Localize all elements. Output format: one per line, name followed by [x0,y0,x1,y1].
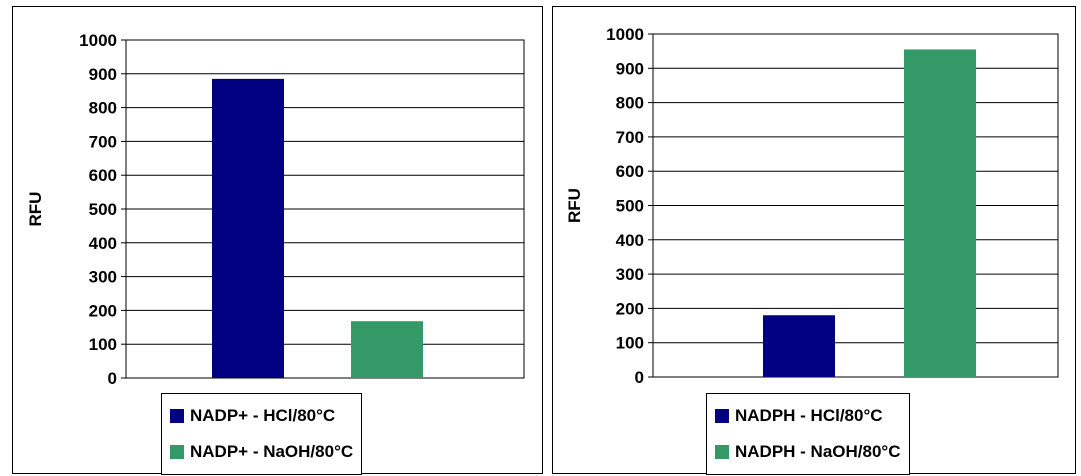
plot-area [125,39,525,379]
bar [212,78,284,379]
y-tick-label: 200 [89,301,117,320]
plot-area [652,33,1059,378]
y-tick-label: 500 [616,197,644,216]
bar [351,321,423,378]
y-tick-label: 500 [89,200,117,219]
y-tick-label: 600 [89,166,117,185]
legend-right: NADPH - HCl/80°C NADPH - NaOH/80°C [706,393,910,475]
chart-panel-right: 0 100 200 300 400 500 600 700 800 900 1000 RFU NADP… [552,6,1076,475]
legend-label: NADP+ - HCl/80°C [190,406,336,425]
y-axis-label: RFU [26,192,45,227]
legend-item: NADP+ - HCl/80°C [170,398,353,434]
y-tick-label: 900 [89,65,117,84]
y-tick-label: 200 [616,299,644,318]
bar [763,315,835,377]
y-tick-label: 100 [89,335,117,354]
legend-swatch [170,409,184,423]
y-tick-label: 600 [616,162,644,181]
legend-item: NADPH - HCl/80°C [715,398,901,434]
y-tick-label: 800 [616,94,644,113]
y-tick-label: 1000 [79,31,117,50]
legend-swatch [170,445,184,459]
legend-swatch [715,409,729,423]
legend-label: NADP+ - NaOH/80°C [190,442,354,461]
y-tick-label: 800 [89,99,117,118]
chart-right: 0 100 200 300 400 500 600 700 800 900 1000 RFU [565,25,1059,387]
chart-panel-left: 0 100 200 300 400 500 600 700 800 900 1000 RFU NADP… [12,6,543,475]
y-tick-label: 400 [616,231,644,250]
legend-label: NADPH - NaOH/80°C [735,442,901,461]
legend-item: NADP+ - NaOH/80°C [170,434,353,470]
bar [904,49,976,378]
y-tick-label: 1000 [606,25,644,44]
y-tick-label: 700 [89,132,117,151]
y-tick-label: 100 [616,334,644,353]
y-tick-label: 300 [89,268,117,287]
y-tick-label: 0 [635,368,644,387]
legend-swatch [715,445,729,459]
chart-left: 0 100 200 300 400 500 600 700 800 900 1000 RFU [26,31,525,388]
legend-item: NADPH - NaOH/80°C [715,434,901,470]
y-axis-label: RFU [565,188,584,223]
y-tick-label: 300 [616,265,644,284]
y-tick-label: 700 [616,128,644,147]
y-tick-label: 400 [89,234,117,253]
legend-left: NADP+ - HCl/80°C NADP+ - NaOH/80°C [161,393,363,475]
y-tick-label: 0 [108,369,117,388]
legend-label: NADPH - HCl/80°C [735,406,883,425]
y-tick-label: 900 [616,59,644,78]
